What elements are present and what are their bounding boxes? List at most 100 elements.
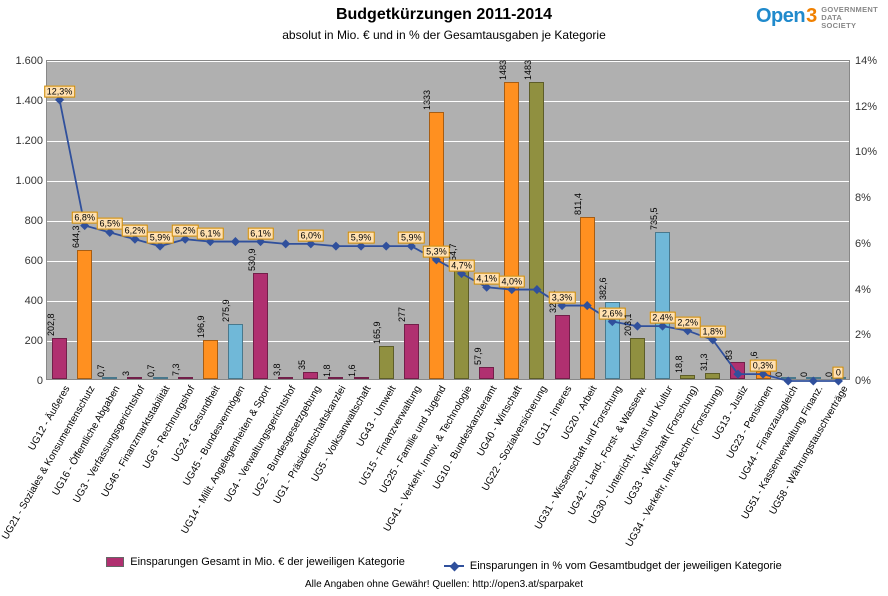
gridline [47,101,849,102]
bar-value-label: 1483 [523,60,533,80]
pct-label: 6,8% [71,211,98,223]
y-right-tick: 4% [849,284,871,296]
line-marker [633,322,642,331]
y-left-tick: 400 [25,295,47,307]
pct-label: 6,1% [197,227,224,239]
bar [228,324,243,379]
gridline [47,141,849,142]
logo-open: Open [756,6,805,26]
pct-label: 12,3% [44,85,76,97]
chart-title: Budgetkürzungen 2011-2014 [0,0,888,24]
y-left-tick: 200 [25,335,47,347]
bar-value-label: 3,8 [272,364,282,377]
footer-note: Alle Angaben ohne Gewähr! Quellen: http:… [0,579,888,590]
bar [253,273,268,379]
pct-label: 6,2% [122,225,149,237]
bar-value-label: 382,6 [598,278,608,301]
bar [504,82,519,379]
pct-label: 4,0% [499,275,526,287]
legend-line: Einsparungen in % vom Gesamtbudget der j… [444,560,782,572]
bar [52,338,67,379]
legend-bar-label: Einsparungen Gesamt in Mio. € der jeweil… [130,556,405,568]
y-left-tick: 600 [25,255,47,267]
bar [705,373,720,379]
bar [580,217,595,379]
pct-label: 6,0% [298,229,325,241]
pct-label: 2,2% [674,316,701,328]
logo-three: 3 [806,6,817,26]
chart-area: 02004006008001.0001.2001.4001.6000%2%4%6… [46,60,850,380]
bar-value-label: 530,9 [247,248,257,271]
pct-label: 1,8% [700,325,727,337]
line-marker [331,242,340,251]
bar [153,377,168,379]
y-left-tick: 1.000 [15,175,47,187]
bar-value-label: 7,3 [171,363,181,376]
gridline [47,181,849,182]
y-right-tick: 2% [849,329,871,341]
logo: Open 3 GOVERNMENT DATA SOCIETY [756,6,878,30]
gridline [47,341,849,342]
bar-value-label: 31,3 [699,353,709,371]
line-marker [231,237,240,246]
y-right-tick: 0% [849,375,871,387]
bar [730,362,745,379]
bar [102,377,117,379]
bar [278,377,293,379]
y-right-tick: 14% [849,55,877,67]
bar-value-label: 3 [121,371,131,376]
bar [404,324,419,379]
bar-value-label: 196,9 [196,315,206,338]
line-marker [382,242,391,251]
pct-label: 4,1% [473,273,500,285]
gridline [47,221,849,222]
bar [806,377,821,379]
bar [680,375,695,379]
pct-label: 5,3% [423,245,450,257]
bar [756,371,771,379]
bar-value-label: 202,8 [46,314,56,337]
y-left-tick: 1.400 [15,95,47,107]
legend-line-marker [444,565,464,567]
bar [203,340,218,379]
logo-tagline: GOVERNMENT DATA SOCIETY [821,6,878,30]
bar-value-label: 1333 [422,90,432,110]
bar [328,377,343,379]
pct-label: 4,7% [448,259,475,271]
bar [781,377,796,379]
x-axis-labels: UG12 - ÄußeresUG21 - Soziales & Konsumen… [46,380,850,530]
bar-value-label: 18,8 [674,356,684,374]
header: Budgetkürzungen 2011-2014 absolut in Mio… [0,0,888,54]
pct-label: 5,9% [348,232,375,244]
bar [303,372,318,379]
bar [127,377,142,379]
bar-value-label: 203,1 [623,314,633,337]
bar-value-label: 0,7 [96,364,106,377]
y-right-tick: 6% [849,238,871,250]
line-marker [281,239,290,248]
pct-label: 0,3% [750,360,777,372]
bar-value-label: 275,9 [221,299,231,322]
bar-value-label: 1,8 [322,364,332,377]
bar-value-label: 277 [397,307,407,322]
bar-value-label: 165,9 [372,321,382,344]
bar-value-label: 57,9 [473,348,483,366]
bar [655,232,670,379]
pct-label: 6,1% [247,227,274,239]
bar-value-label: 644,3 [71,226,81,249]
legend-swatch-bar [106,557,124,567]
bar-value-label: 1483 [498,60,508,80]
bar [454,268,469,379]
legend-bar: Einsparungen Gesamt in Mio. € der jeweil… [106,556,405,568]
bar [178,377,193,379]
y-left-tick: 800 [25,215,47,227]
bar-value-label: 811,4 [573,193,583,215]
bar-value-label: 0,7 [146,364,156,377]
pct-line [60,100,839,381]
bar-value-label: 0 [774,372,784,377]
pct-label: 2,6% [599,307,626,319]
gridline [47,61,849,62]
bar-value-label: 0 [799,372,809,377]
bar-value-label: 735,5 [649,207,659,230]
pct-label: 0 [833,367,844,379]
